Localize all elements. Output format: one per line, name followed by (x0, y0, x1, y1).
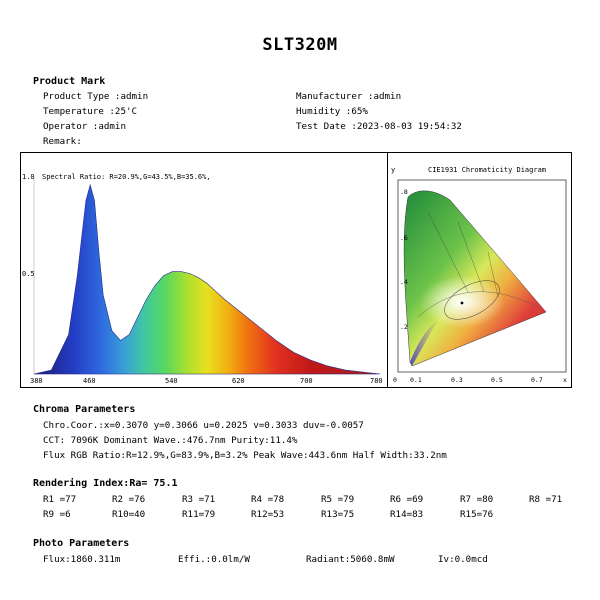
product-type: Product Type :admin (43, 91, 149, 102)
ri-value: R4 =78 (251, 494, 285, 505)
radiant-value: Radiant:5060.8mW (306, 554, 395, 565)
spectrum-x-tick: 700 (300, 377, 313, 385)
charts-frame (20, 152, 572, 388)
cie-x-tick: x (563, 376, 567, 384)
ri-value: R9 =6 (43, 509, 71, 520)
cie-x-tick: 0.1 (410, 376, 422, 384)
cct-line: CCT: 7096K Dominant Wave.:476.7nm Purity… (43, 435, 298, 446)
ri-value: R10=40 (112, 509, 146, 520)
ri-value: R11=79 (182, 509, 216, 520)
spectrum-x-tick: 540 (165, 377, 178, 385)
ri-value: R5 =79 (321, 494, 355, 505)
product-mark-heading: Product Mark (33, 76, 106, 87)
manufacturer: Manufacturer :admin (296, 91, 402, 102)
spectrum-curve (33, 183, 381, 375)
spectrum-x-tick: 380 (30, 377, 43, 385)
charts-divider (387, 152, 388, 388)
ri-value: R13=75 (321, 509, 355, 520)
report-title: SLT320M (262, 35, 338, 55)
cie-isotherm (487, 251, 499, 298)
ri-value: R7 =80 (460, 494, 494, 505)
cie-planckian-locus (417, 291, 539, 318)
spectrum-y-tick: 1.0 (22, 173, 35, 181)
rendering-heading: Rendering Index:Ra= 75.1 (33, 478, 178, 489)
flux-rgb-line: Flux RGB Ratio:R=12.9%,G=83.9%,B=3.2% Pe… (43, 450, 447, 461)
ri-value: R6 =69 (390, 494, 424, 505)
cie-x-tick: 0.7 (531, 376, 543, 384)
flux-value: Flux:1860.311m (43, 554, 121, 565)
cie-measured-point (460, 301, 464, 305)
spectrum-x-tick: 460 (83, 377, 96, 385)
temperature: Temperature :25'C (43, 106, 138, 117)
cie-y-tick: .4 (400, 278, 408, 286)
test-date: Test Date :2023-08-03 19:54:32 (296, 121, 462, 132)
chroma-heading: Chroma Parameters (33, 404, 136, 415)
cie-isotherm (457, 221, 485, 293)
cie-x-tick: 0.5 (491, 376, 503, 384)
cie-chart: y CIE1931 Chromaticity Diagram .8 .6 .4 … (391, 166, 567, 384)
remark: Remark: (43, 136, 82, 147)
humidity: Humidity :65% (296, 106, 368, 117)
cie-x-tick: 0 (393, 376, 397, 384)
iv-value: Iv:0.0mcd (438, 554, 488, 565)
cie-isotherm (427, 211, 469, 293)
efficiency-value: Effi.:0.0lm/W (178, 554, 250, 565)
operator: Operator :admin (43, 121, 126, 132)
ri-value: R3 =71 (182, 494, 216, 505)
ri-value: R1 =77 (43, 494, 77, 505)
photo-heading: Photo Parameters (33, 538, 130, 549)
spectrum-y-tick: 0.5 (22, 270, 35, 278)
ri-value: R12=53 (251, 509, 285, 520)
chroma-coordinates: Chro.Coor.:x=0.3070 y=0.3066 u=0.2025 v=… (43, 420, 364, 431)
spectrum-chart: Spectral Ratio: R=20.9%,G=43.5%,B=35.6%,… (22, 173, 383, 385)
cie-ellipse (444, 280, 500, 320)
ri-value: R2 =76 (112, 494, 146, 505)
cie-y-tick: .6 (400, 234, 408, 242)
spectral-ratio-text: Spectral Ratio: R=20.9%,G=43.5%,B=35.6%, (42, 173, 211, 181)
spectrum-x-tick: 620 (232, 377, 245, 385)
ri-value: R15=76 (460, 509, 494, 520)
cie-y-tick: .8 (400, 188, 408, 196)
cie-title: CIE1931 Chromaticity Diagram (428, 166, 546, 174)
ri-value: R8 =71 (529, 494, 563, 505)
spectrum-x-tick: 780 (370, 377, 383, 385)
cie-x-tick: 0.3 (451, 376, 463, 384)
cie-plot-area (397, 179, 567, 373)
cie-blue-region (410, 320, 438, 366)
cie-y-tick: .2 (400, 323, 408, 331)
cie-y-label: y (391, 166, 395, 174)
ri-value: R14=83 (390, 509, 424, 520)
